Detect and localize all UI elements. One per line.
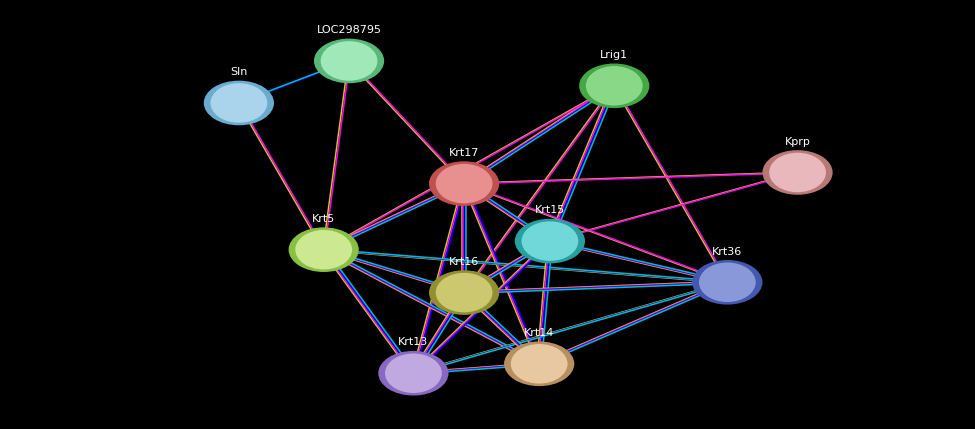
Ellipse shape (692, 260, 762, 305)
Text: Krt5: Krt5 (312, 214, 335, 224)
Ellipse shape (698, 262, 757, 303)
Text: Sln: Sln (230, 67, 248, 77)
Ellipse shape (429, 270, 499, 315)
Ellipse shape (585, 65, 644, 106)
Ellipse shape (314, 39, 384, 83)
Ellipse shape (294, 229, 353, 270)
Text: Lrig1: Lrig1 (601, 50, 628, 60)
Ellipse shape (384, 353, 443, 394)
Ellipse shape (204, 81, 274, 125)
Text: Kprp: Kprp (785, 137, 810, 147)
Text: LOC298795: LOC298795 (317, 25, 381, 35)
Ellipse shape (320, 40, 378, 82)
Text: Krt13: Krt13 (398, 338, 429, 347)
Ellipse shape (762, 150, 833, 195)
Text: Krt17: Krt17 (448, 148, 480, 158)
Text: Krt16: Krt16 (448, 257, 480, 267)
Ellipse shape (435, 163, 493, 204)
Ellipse shape (521, 221, 579, 262)
Ellipse shape (210, 82, 268, 124)
Ellipse shape (435, 272, 493, 313)
Text: Krt36: Krt36 (712, 247, 743, 257)
Ellipse shape (429, 161, 499, 206)
Ellipse shape (768, 152, 827, 193)
Text: Krt14: Krt14 (524, 328, 555, 338)
Ellipse shape (579, 63, 649, 108)
Text: Krt15: Krt15 (534, 205, 566, 215)
Ellipse shape (378, 351, 448, 396)
Ellipse shape (510, 343, 568, 384)
Ellipse shape (289, 227, 359, 272)
Ellipse shape (504, 341, 574, 386)
Ellipse shape (515, 219, 585, 263)
